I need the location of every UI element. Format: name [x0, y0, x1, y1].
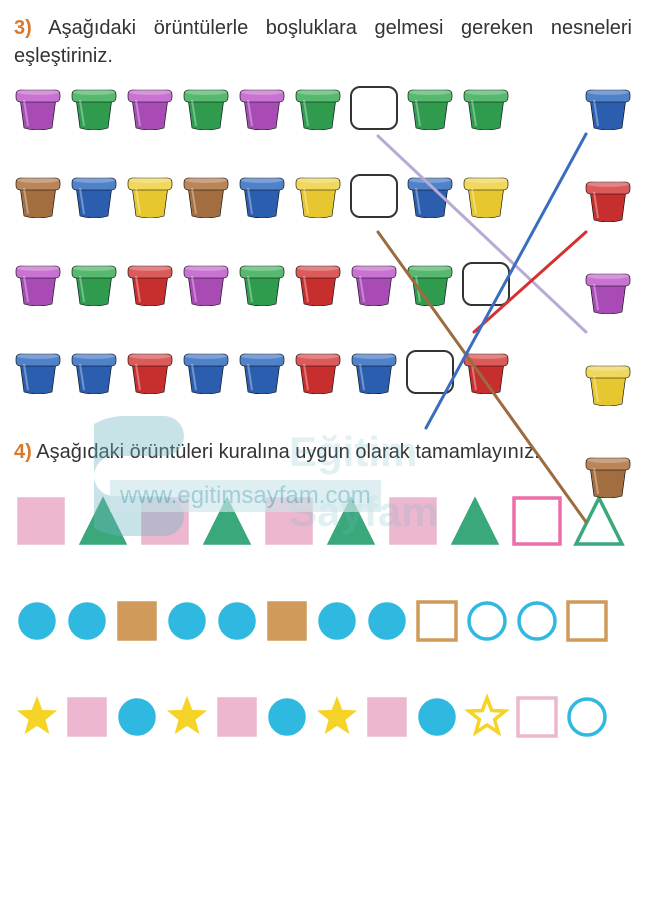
shape-square: [138, 494, 192, 548]
shape-square: [264, 598, 310, 644]
shape-square: [64, 694, 110, 740]
shape-star[interactable]: [464, 694, 510, 740]
shape-circle: [14, 598, 60, 644]
q3-text: Aşağıdaki örüntülerle boşluklara gelmesi…: [14, 17, 632, 67]
blank-slot[interactable]: [406, 350, 454, 394]
answer-pot[interactable]: [584, 454, 632, 498]
pot-red: [462, 350, 510, 394]
pot-blue: [406, 174, 454, 218]
pot-purple: [182, 262, 230, 306]
shape-star: [164, 694, 210, 740]
pot-blue: [350, 350, 398, 394]
pot-green: [70, 262, 118, 306]
q4-prompt: 4) Aşağıdaki örüntüleri kuralına uygun o…: [14, 438, 632, 466]
shape-triangle: [200, 494, 254, 548]
shape-square[interactable]: [510, 494, 564, 548]
shape-circle: [364, 598, 410, 644]
pot-purple: [14, 262, 62, 306]
shape-square: [364, 694, 410, 740]
shape-circle: [64, 598, 110, 644]
shape-square: [114, 598, 160, 644]
shape-star: [14, 694, 60, 740]
shape-triangle: [448, 494, 502, 548]
shape-circle: [114, 694, 160, 740]
shape-circle: [264, 694, 310, 740]
pot-yellow: [294, 174, 342, 218]
pot-blue: [14, 350, 62, 394]
pot-red: [294, 350, 342, 394]
pot-blue: [70, 174, 118, 218]
pot-brown: [14, 174, 62, 218]
pot-purple: [350, 262, 398, 306]
answer-pot[interactable]: [584, 362, 632, 406]
shape-star: [314, 694, 360, 740]
pattern-row: [14, 494, 632, 548]
pot-green: [182, 86, 230, 130]
pot-row: [14, 174, 632, 218]
pattern-row: [14, 598, 632, 644]
blank-slot[interactable]: [350, 174, 398, 218]
pot-row: [14, 262, 632, 306]
pot-blue: [182, 350, 230, 394]
shape-square[interactable]: [514, 694, 560, 740]
pot-blue: [70, 350, 118, 394]
q3-number: 3): [14, 17, 32, 39]
q3-prompt: 3) Aşağıdaki örüntülerle boşluklara gelm…: [14, 14, 632, 70]
shape-circle: [314, 598, 360, 644]
answer-pot[interactable]: [584, 86, 632, 130]
pot-blue: [238, 174, 286, 218]
pot-red: [126, 350, 174, 394]
shape-circle: [414, 694, 460, 740]
blank-slot[interactable]: [350, 86, 398, 130]
blank-slot[interactable]: [462, 262, 510, 306]
pot-yellow: [462, 174, 510, 218]
pot-red: [294, 262, 342, 306]
answer-pot[interactable]: [584, 270, 632, 314]
q4-text: Aşağıdaki örüntüleri kuralına uygun olar…: [36, 441, 540, 463]
shape-circle[interactable]: [464, 598, 510, 644]
pot-blue: [238, 350, 286, 394]
shape-circle: [164, 598, 210, 644]
shape-square: [14, 494, 68, 548]
shape-circle[interactable]: [564, 694, 610, 740]
pot-green: [462, 86, 510, 130]
pot-green: [294, 86, 342, 130]
q4-number: 4): [14, 441, 32, 463]
pot-green: [238, 262, 286, 306]
answer-pot[interactable]: [584, 178, 632, 222]
pot-purple: [126, 86, 174, 130]
pot-row: [14, 350, 632, 394]
pot-purple: [238, 86, 286, 130]
shape-square: [386, 494, 440, 548]
pot-green: [70, 86, 118, 130]
shape-circle: [214, 598, 260, 644]
shape-square: [262, 494, 316, 548]
shape-triangle: [324, 494, 378, 548]
pot-green: [406, 262, 454, 306]
pot-row: [14, 86, 632, 130]
shape-square: [214, 694, 260, 740]
pot-yellow: [126, 174, 174, 218]
shape-square[interactable]: [414, 598, 460, 644]
shape-circle[interactable]: [514, 598, 560, 644]
pot-green: [406, 86, 454, 130]
shape-square[interactable]: [564, 598, 610, 644]
pot-red: [126, 262, 174, 306]
pattern-row: [14, 694, 632, 740]
pot-purple: [14, 86, 62, 130]
pot-section: Eğitim Sayfam: [14, 86, 632, 394]
pot-brown: [182, 174, 230, 218]
shape-triangle: [76, 494, 130, 548]
shape-triangle[interactable]: [572, 494, 626, 548]
